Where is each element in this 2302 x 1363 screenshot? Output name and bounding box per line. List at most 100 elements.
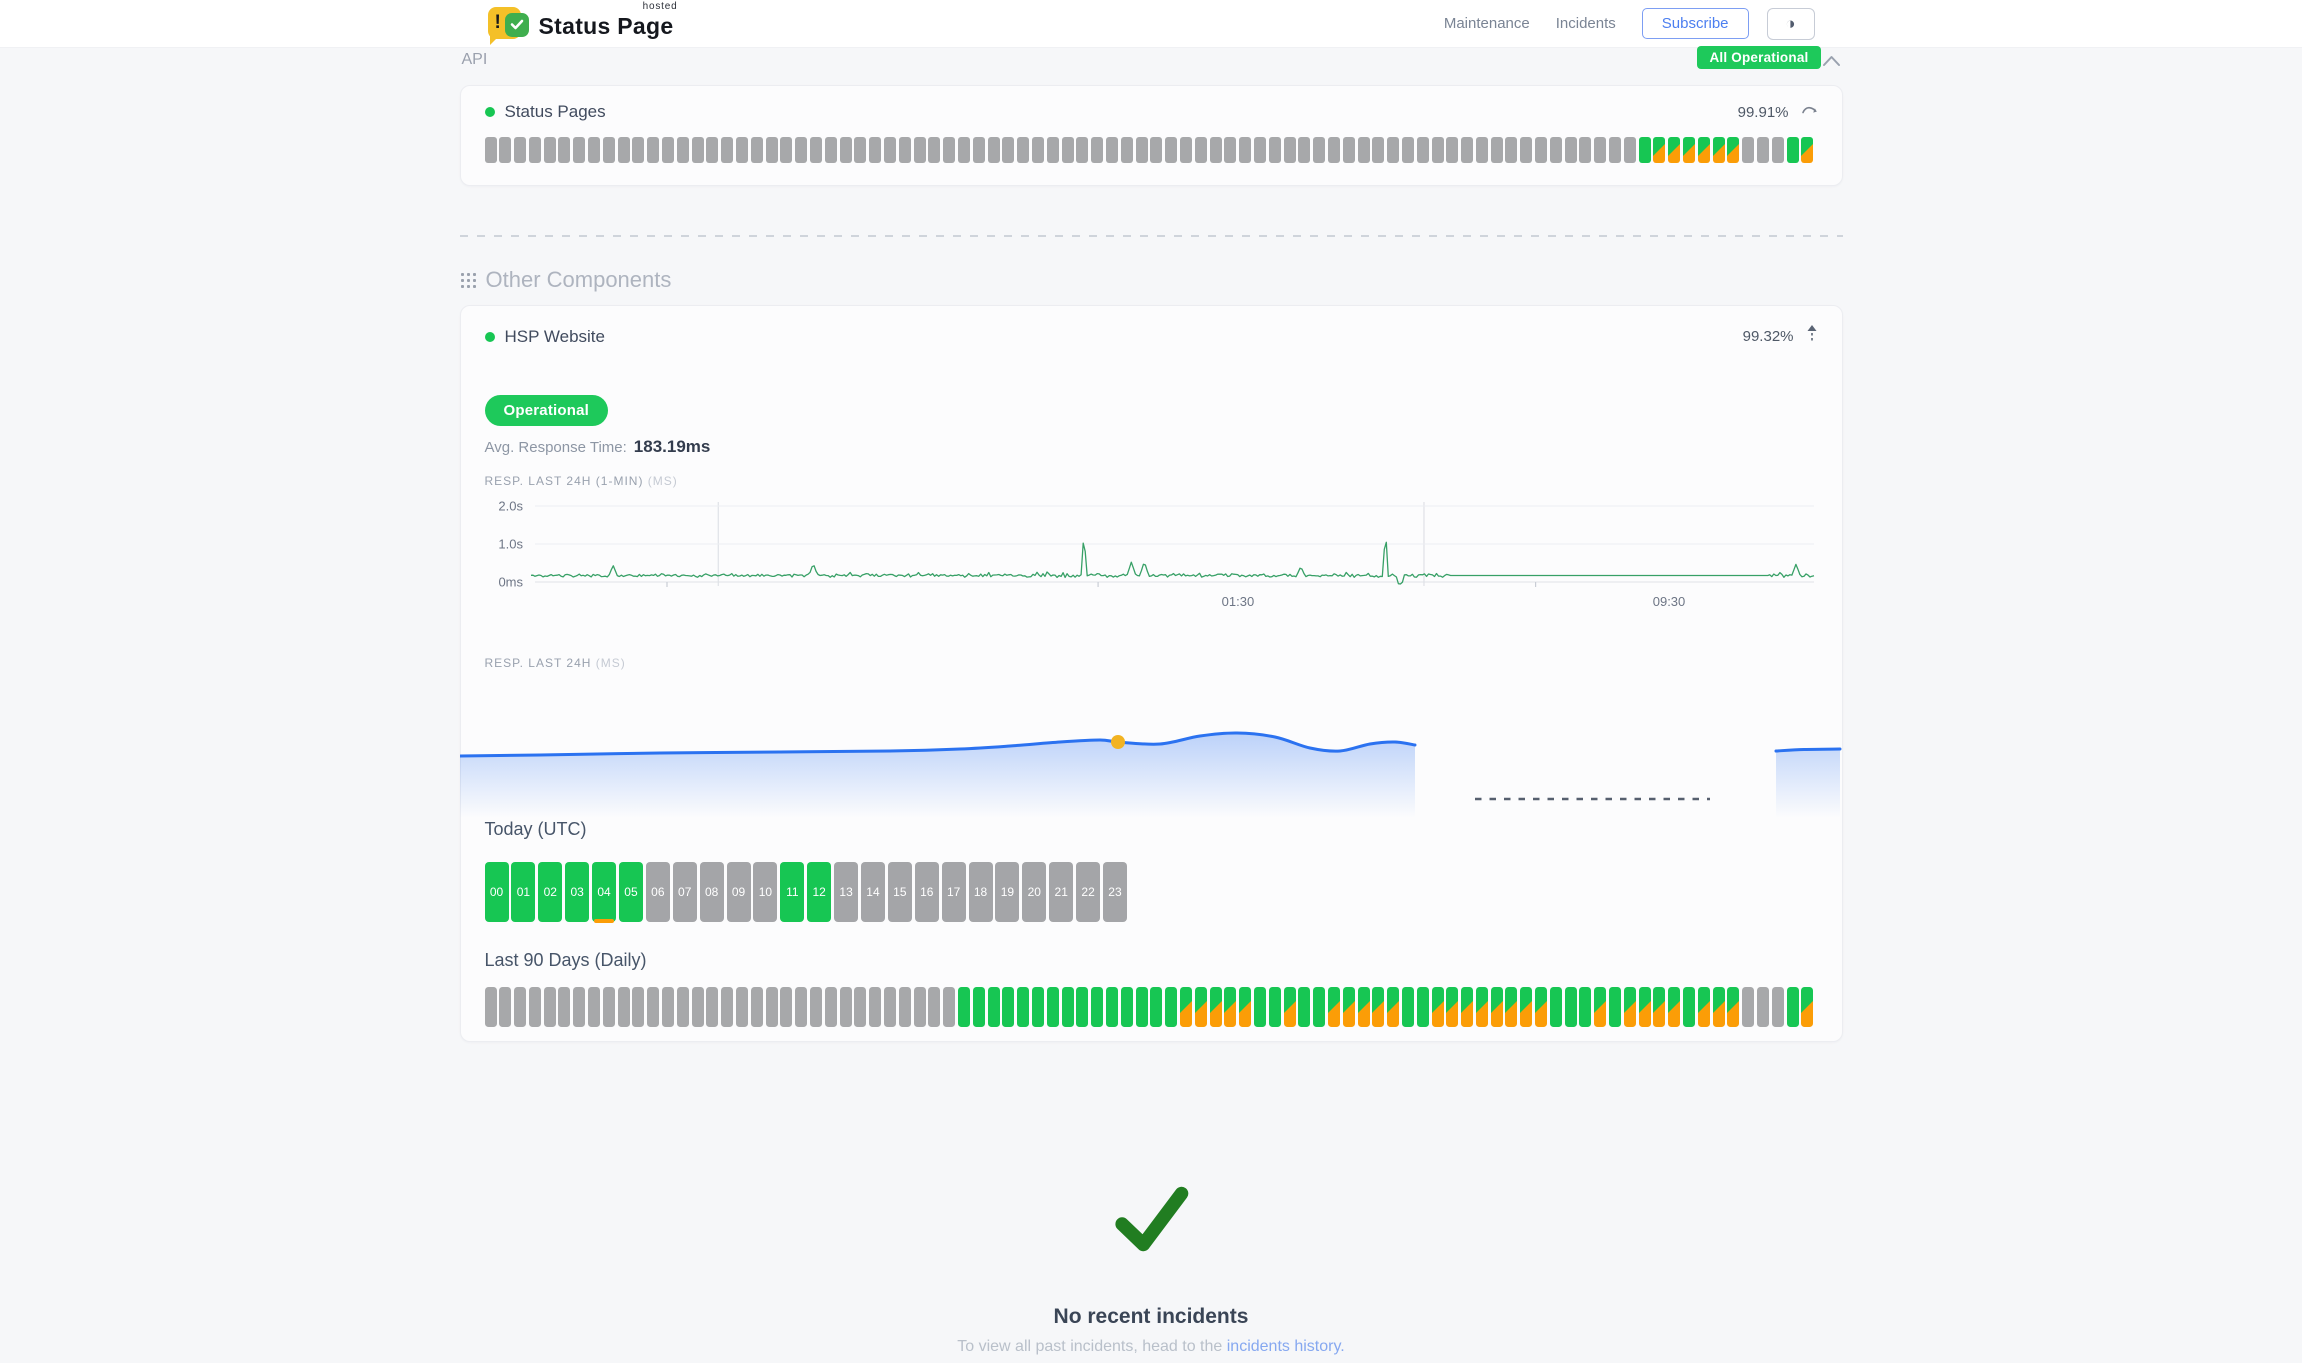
uptime-bar [898, 137, 911, 163]
uptime-bar [1105, 137, 1118, 163]
uptime-bar [1564, 987, 1577, 1027]
uptime-bar [602, 137, 615, 163]
uptime-bar [1683, 987, 1696, 1027]
uptime-bar [588, 137, 601, 163]
uptime-bar [1179, 987, 1192, 1027]
uptime-bar [1801, 987, 1814, 1027]
big-check-icon [460, 1180, 1843, 1263]
uptime-bar [810, 137, 823, 163]
last-90-days-title: Last 90 Days (Daily) [484, 950, 647, 970]
chart-svg: 2.0s 1.0s 0ms 01:30 09:30 [498, 499, 1814, 609]
uptime-bar [499, 987, 512, 1027]
uptime-bar [1224, 137, 1237, 163]
uptime-bar [854, 987, 867, 1027]
theme-contrast-icon: ◑ [1785, 14, 1796, 33]
uptime-percent: 99.32% [1742, 328, 1794, 345]
uptime-bar [1209, 137, 1222, 163]
hour-cell: 09 [726, 862, 751, 922]
uptime-bar [1076, 987, 1089, 1027]
uptime-bar [1727, 137, 1740, 163]
component-row-hsp-website[interactable]: HSP Website 99.32% [484, 324, 1818, 349]
no-incidents-title: No recent incidents [1053, 1305, 1249, 1328]
hour-cell: 19 [995, 862, 1020, 922]
uptime-bar [1416, 137, 1429, 163]
uptime-bar [1002, 137, 1015, 163]
uptime-bar [1638, 137, 1651, 163]
uptime-bar [1609, 137, 1622, 163]
uptime-bar [1372, 987, 1385, 1027]
uptime-bar [1239, 137, 1252, 163]
hour-cell: 14 [860, 862, 885, 922]
status-pages-card: Status Pages 99.91% [459, 85, 1843, 186]
section-divider [459, 235, 1843, 237]
nav-maintenance[interactable]: Maintenance [1443, 15, 1530, 32]
uptime-bar [1490, 137, 1503, 163]
uptime-bar [1135, 137, 1148, 163]
uptime-bar [1165, 137, 1178, 163]
hour-cell: 12 [807, 862, 832, 922]
uptime-bar [1194, 987, 1207, 1027]
uptime-bar [824, 987, 837, 1027]
brand-logo[interactable]: ! hosted Status Page [487, 1, 677, 49]
uptime-bar [1372, 137, 1385, 163]
uptime-bar [795, 987, 808, 1027]
uptime-bar [632, 987, 645, 1027]
uptime-bar [1431, 137, 1444, 163]
uptime-bar [987, 137, 1000, 163]
uptime-bar [1268, 137, 1281, 163]
uptime-bar [795, 137, 808, 163]
uptime-bar [765, 987, 778, 1027]
uptime-bar [558, 137, 571, 163]
uptime-bar [1061, 137, 1074, 163]
uptime-bar [514, 987, 527, 1027]
uptime-bar [1786, 137, 1799, 163]
uptime-bar [1091, 987, 1104, 1027]
subscribe-button[interactable]: Subscribe [1641, 8, 1749, 39]
incidents-history-link[interactable]: incidents history. [1226, 1338, 1345, 1355]
uptime-bar [588, 987, 601, 1027]
uptime-bar [1357, 137, 1370, 163]
uptime-bar [706, 987, 719, 1027]
uptime-percent: 99.91% [1737, 103, 1789, 121]
uptime-bar [1475, 987, 1488, 1027]
chevron-up-icon[interactable] [1822, 54, 1841, 72]
brand-hosted-label: hosted [642, 0, 678, 12]
uptime-bar [1120, 987, 1133, 1027]
svg-text:0ms: 0ms [498, 575, 523, 590]
hour-cell: 22 [1076, 862, 1101, 922]
chart-1min-label: RESP. LAST 24H (1-MIN) (MS) [484, 474, 678, 488]
uptime-bar [1401, 137, 1414, 163]
uptime-bar [1653, 137, 1666, 163]
uptime-bar [943, 987, 956, 1027]
hour-cell: 10 [753, 862, 778, 922]
uptime-bar [617, 137, 630, 163]
chart-svg [458, 731, 1841, 820]
uptime-bar [617, 987, 630, 1027]
uptime-bar [839, 137, 852, 163]
hour-cell: 16 [914, 862, 939, 922]
uptime-bar [1757, 137, 1770, 163]
svg-text:01:30: 01:30 [1221, 594, 1254, 609]
uptime-bar [1490, 987, 1503, 1027]
uptime-bar [528, 987, 541, 1027]
uptime-bar [1017, 987, 1030, 1027]
theme-toggle-button[interactable]: ◑ [1766, 7, 1815, 40]
overall-status-badge: All Operational [1697, 46, 1821, 69]
uptime-bar [1283, 137, 1296, 163]
hour-cell: 23 [1102, 862, 1127, 922]
uptime-bar [558, 987, 571, 1027]
uptime-bar [1683, 137, 1696, 163]
marker-dot [1110, 735, 1125, 749]
uptime-bar [928, 987, 941, 1027]
uptime-bar [972, 987, 985, 1027]
uptime-bar [1623, 137, 1636, 163]
history-arrow-icon [1801, 103, 1818, 121]
uptime-bar [543, 137, 556, 163]
uptime-bar [1239, 987, 1252, 1027]
hour-cell: 04 [592, 862, 617, 923]
nav-incidents[interactable]: Incidents [1555, 15, 1616, 32]
svg-text:09:30: 09:30 [1652, 594, 1685, 609]
page-content: API Status Pages 99.91% [458, 48, 1843, 1356]
uptime-bar [1150, 987, 1163, 1027]
component-row-status-pages[interactable]: Status Pages 99.91% [484, 102, 1818, 122]
